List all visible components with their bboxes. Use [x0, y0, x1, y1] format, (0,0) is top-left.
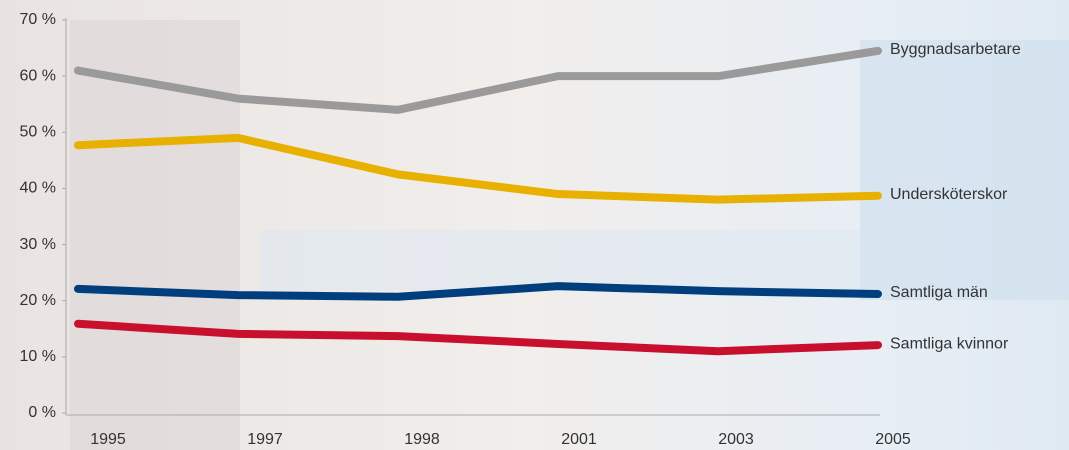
series-label: Samtliga kvinnor — [890, 335, 1009, 352]
photo-band — [260, 230, 860, 290]
series-line — [74, 46, 882, 114]
series-line — [74, 133, 882, 204]
series-label: Byggnadsarbetare — [890, 41, 1021, 58]
y-tick-label: 50 % — [20, 124, 56, 141]
y-tick-label: 60 % — [20, 67, 56, 84]
x-tick-label: 1998 — [404, 431, 440, 448]
y-tick-label: 10 % — [20, 348, 56, 365]
y-tick-label: 20 % — [20, 292, 56, 309]
y-tick-label: 70 % — [20, 11, 56, 28]
x-tick-label: 2003 — [718, 431, 754, 448]
x-tick-label: 2005 — [875, 431, 911, 448]
series-label: Samtliga män — [890, 284, 988, 301]
y-tick-label: 0 % — [28, 404, 56, 421]
x-tick-label: 1995 — [90, 431, 126, 448]
y-tick-label: 30 % — [20, 236, 56, 253]
series-line — [74, 282, 882, 301]
photo-tram — [860, 40, 1069, 300]
y-tick-label: 40 % — [20, 180, 56, 197]
series-label: Undersköterskor — [890, 186, 1008, 203]
series-line — [74, 319, 882, 356]
x-tick-label: 1997 — [247, 431, 283, 448]
x-tick-label: 2001 — [561, 431, 597, 448]
